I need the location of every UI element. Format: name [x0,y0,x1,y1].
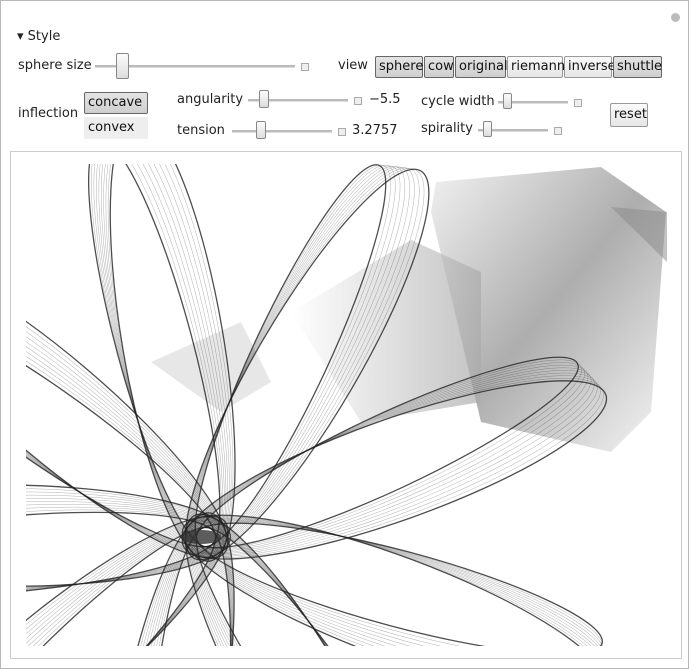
control-label: inflection [18,106,79,121]
shaded-face [151,322,271,412]
loop-stroke [192,165,401,552]
control-label: tension [177,123,225,138]
control-label: view [338,58,368,73]
loop-stroke [186,168,425,559]
loop-stroke [26,261,227,557]
loop-stroke [110,514,234,646]
loop-stroke [105,512,235,646]
loop-stroke [26,523,220,646]
loop-stroke [26,484,232,587]
loop-stroke [26,525,218,646]
loop-stroke [98,164,227,554]
graphics [26,164,667,646]
slider-thumb[interactable] [503,93,512,109]
loop-stroke [26,517,227,646]
options-icon[interactable] [671,13,680,22]
loop-stroke [184,168,430,561]
view-button[interactable]: cow [424,56,454,78]
loop-stroke [141,525,232,646]
control-label: cycle width [421,94,495,109]
control-value: −5.5 [369,92,401,107]
loop-stroke [26,293,218,549]
center-figure [181,530,221,544]
loop-stroke [186,515,427,646]
loop-stroke [193,165,396,550]
shapes [26,164,667,646]
slider-thumb[interactable] [116,53,129,79]
section-title: Style [27,29,61,44]
loop-stroke [192,522,439,646]
slider-track[interactable] [232,130,332,133]
loop-stroke [103,164,230,557]
loop-stroke [189,166,410,555]
loop-stroke [186,372,598,556]
loop-stroke [100,164,228,556]
view-button[interactable]: riemann [507,56,565,78]
view-button[interactable]: shuttle [613,56,662,78]
loop-stroke [26,515,229,646]
loop-stroke [91,164,222,549]
loop-stroke [133,521,232,646]
slider-expand[interactable] [338,128,346,136]
loop-stroke [137,523,232,646]
loop-stroke [26,488,230,588]
loop-stroke [189,367,592,553]
control-label: spirality [421,121,473,136]
view-button[interactable]: sphere [375,56,423,78]
inflection-button[interactable]: convex [84,117,148,139]
slider-thumb[interactable] [256,121,266,139]
loop-stroke [107,164,234,560]
loop-stroke [188,370,595,555]
control-value: 3.2757 [352,123,398,138]
control-label: sphere size [18,58,92,73]
loop-stroke [190,166,406,553]
reset-button[interactable]: reset [610,103,648,127]
control-label: angularity [177,92,244,107]
slider-expand[interactable] [574,99,582,107]
loop-stroke [183,515,605,646]
loop-stroke [26,288,219,550]
loop-stroke [26,494,226,589]
slider-track[interactable] [478,129,548,132]
slider-expand[interactable] [301,63,309,71]
loop-stroke [26,256,229,559]
loop-stroke [109,164,236,562]
slider-thumb[interactable] [483,121,492,137]
section-header[interactable]: ▾ Style [17,29,61,44]
view-button[interactable]: inverse [564,56,616,78]
slider-track[interactable] [248,99,348,102]
slider-expand[interactable] [554,127,562,135]
slider-thumb[interactable] [259,90,269,108]
loop-stroke [193,524,441,646]
loop-stroke [26,519,224,646]
loop-stroke [194,164,391,549]
inflection-button[interactable]: concave [84,92,148,114]
loop-stroke [96,164,225,552]
graphics-pane [10,151,682,659]
shaded-face [431,167,666,452]
loop-stroke [26,524,219,646]
loop-stroke [188,167,415,556]
slider-track[interactable] [498,101,568,104]
shaded-face [291,240,481,422]
loop-stroke [26,270,224,555]
slider-track[interactable] [95,65,295,68]
loop-stroke [181,380,608,560]
loop-stroke [26,283,220,551]
shaded-face [611,207,667,262]
loop-stroke [181,514,606,646]
loop-stroke [183,377,604,558]
view-button[interactable]: original [455,56,508,78]
loop-stroke [194,522,603,646]
slider-expand[interactable] [354,97,362,105]
loop-stroke [184,513,425,646]
loop-stroke [93,164,224,551]
